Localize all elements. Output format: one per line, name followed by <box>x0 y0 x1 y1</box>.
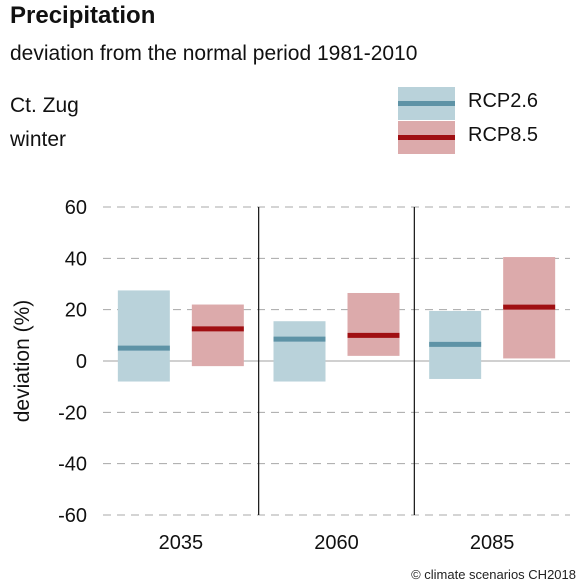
range-box <box>273 321 326 382</box>
y-tick-label: 60 <box>65 197 87 219</box>
legend-item-rcp85: RCP8.5 <box>398 121 578 159</box>
x-tick-label: 2085 <box>470 532 515 554</box>
legend-item-rcp26: RCP2.6 <box>398 87 578 125</box>
range-box <box>347 292 400 356</box>
legend-label-rcp26: RCP2.6 <box>468 90 539 112</box>
range-box <box>117 290 170 382</box>
legend-median-line-rcp26 <box>398 101 455 106</box>
chart-title: Precipitation <box>10 2 156 29</box>
x-tick-label: 2060 <box>314 532 359 554</box>
range-box <box>191 304 244 367</box>
legend-median-line-rcp85 <box>398 135 455 140</box>
region-label: Ct. Zug <box>10 94 79 117</box>
y-tick-label: 0 <box>76 351 87 373</box>
chart-subtitle: deviation from the normal period 1981-20… <box>10 42 418 65</box>
y-tick-label: 40 <box>65 248 87 270</box>
copyright-credit: © climate scenarios CH2018 <box>411 567 576 582</box>
y-tick-label: -60 <box>58 505 87 527</box>
y-tick-label: 20 <box>65 300 87 322</box>
y-tick-label: -20 <box>58 402 87 424</box>
y-axis-label: deviation (%) <box>11 300 34 423</box>
x-tick-label: 2035 <box>159 532 204 554</box>
season-label: winter <box>10 128 67 151</box>
legend-label-rcp85: RCP8.5 <box>468 124 539 146</box>
y-tick-label: -40 <box>58 454 87 476</box>
